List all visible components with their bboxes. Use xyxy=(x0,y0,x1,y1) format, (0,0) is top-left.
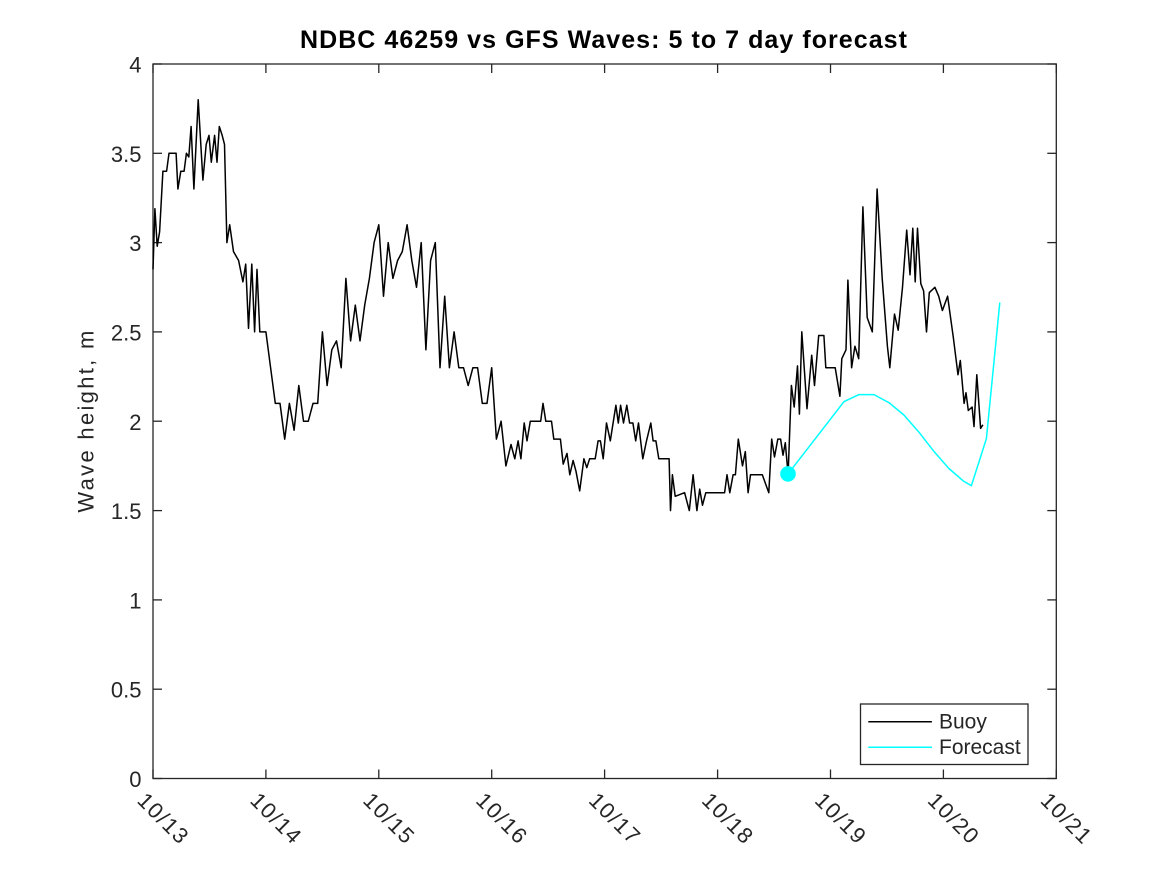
svg-text:2: 2 xyxy=(129,410,141,435)
svg-text:Wave height, m: Wave height, m xyxy=(74,328,99,512)
svg-text:3.5: 3.5 xyxy=(111,142,142,167)
svg-text:2.5: 2.5 xyxy=(111,320,142,345)
svg-text:NDBC 46259 vs GFS Waves: 5 to: NDBC 46259 vs GFS Waves: 5 to 7 day fore… xyxy=(300,26,908,54)
svg-text:1: 1 xyxy=(129,588,141,613)
svg-text:Buoy: Buoy xyxy=(939,711,987,734)
svg-text:0: 0 xyxy=(129,767,141,792)
svg-text:4: 4 xyxy=(129,53,141,78)
svg-text:1.5: 1.5 xyxy=(111,499,142,524)
svg-text:Forecast: Forecast xyxy=(939,736,1021,759)
svg-text:0.5: 0.5 xyxy=(111,678,142,703)
svg-text:3: 3 xyxy=(129,231,141,256)
